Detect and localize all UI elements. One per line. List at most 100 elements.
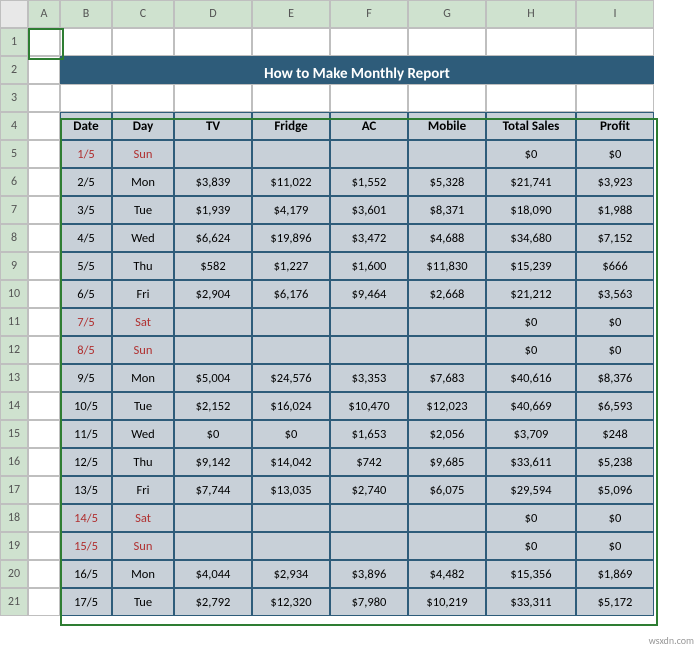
cell-date: 14/5 [60,504,112,532]
row-header-7[interactable]: 7 [0,196,28,224]
cell-total: $29,594 [486,476,576,504]
empty-cell [60,84,112,112]
table-header-date: Date [60,112,112,140]
empty-cell [576,84,654,112]
col-header-I[interactable]: I [576,0,654,28]
cell-total: $3,709 [486,420,576,448]
cell-date: 3/5 [60,196,112,224]
cell-total: $0 [486,308,576,336]
cell-profit: $0 [576,336,654,364]
cell-date: 16/5 [60,560,112,588]
cell-fridge: $4,179 [252,196,330,224]
row-header-20[interactable]: 20 [0,560,28,588]
cell-mobile [408,308,486,336]
cell-ac: $1,653 [330,420,408,448]
cell-tv [174,336,252,364]
cell-ac: $10,470 [330,392,408,420]
cell-mobile: $4,688 [408,224,486,252]
cell-day: Mon [112,560,174,588]
row-header-4[interactable]: 4 [0,112,28,140]
empty-cell [486,28,576,56]
cell-tv: $0 [174,420,252,448]
cell-mobile: $11,830 [408,252,486,280]
row-header-15[interactable]: 15 [0,420,28,448]
watermark-text: wsxdn.com [649,634,694,647]
row-header-6[interactable]: 6 [0,168,28,196]
select-all-corner[interactable] [0,0,28,28]
cell-date: 4/5 [60,224,112,252]
col-header-G[interactable]: G [408,0,486,28]
empty-cell [28,252,60,280]
row-header-3[interactable]: 3 [0,84,28,112]
cell-profit: $3,563 [576,280,654,308]
empty-cell [28,364,60,392]
cell-fridge: $19,896 [252,224,330,252]
row-header-9[interactable]: 9 [0,252,28,280]
row-header-2[interactable]: 2 [0,56,28,84]
cell-day: Thu [112,252,174,280]
cell-mobile: $8,371 [408,196,486,224]
cell-tv: $9,142 [174,448,252,476]
cell-mobile: $10,219 [408,588,486,616]
cell-total: $21,741 [486,168,576,196]
cell-profit: $6,593 [576,392,654,420]
row-header-14[interactable]: 14 [0,392,28,420]
row-header-18[interactable]: 18 [0,504,28,532]
cell-total: $0 [486,504,576,532]
cell-tv [174,308,252,336]
col-header-E[interactable]: E [252,0,330,28]
cell-tv: $6,624 [174,224,252,252]
cell-date: 11/5 [60,420,112,448]
cell-date: 5/5 [60,252,112,280]
cell-date: 9/5 [60,364,112,392]
cell-total: $33,611 [486,448,576,476]
cell-ac [330,532,408,560]
col-header-H[interactable]: H [486,0,576,28]
cell-mobile: $6,075 [408,476,486,504]
cell-fridge: $1,227 [252,252,330,280]
empty-cell [28,532,60,560]
empty-cell [28,476,60,504]
col-header-D[interactable]: D [174,0,252,28]
cell-date: 12/5 [60,448,112,476]
row-header-5[interactable]: 5 [0,140,28,168]
cell-day: Mon [112,364,174,392]
row-header-1[interactable]: 1 [0,28,28,56]
cell-date: 13/5 [60,476,112,504]
col-header-F[interactable]: F [330,0,408,28]
table-header-profit: Profit [576,112,654,140]
row-header-21[interactable]: 21 [0,588,28,616]
cell-total: $0 [486,140,576,168]
cell-fridge: $2,934 [252,560,330,588]
cell-profit: $1,869 [576,560,654,588]
cell-date: 1/5 [60,140,112,168]
empty-cell [28,56,60,84]
cell-mobile: $7,683 [408,364,486,392]
row-header-8[interactable]: 8 [0,224,28,252]
col-header-C[interactable]: C [112,0,174,28]
row-header-12[interactable]: 12 [0,336,28,364]
cell-fridge: $0 [252,420,330,448]
cell-total: $0 [486,336,576,364]
col-header-A[interactable]: A [28,0,60,28]
row-header-10[interactable]: 10 [0,280,28,308]
cell-date: 7/5 [60,308,112,336]
col-header-B[interactable]: B [60,0,112,28]
cell-profit: $8,376 [576,364,654,392]
row-header-17[interactable]: 17 [0,476,28,504]
row-header-11[interactable]: 11 [0,308,28,336]
empty-cell [28,280,60,308]
cell-ac: $1,552 [330,168,408,196]
row-header-19[interactable]: 19 [0,532,28,560]
empty-cell [330,84,408,112]
empty-cell [174,84,252,112]
row-header-16[interactable]: 16 [0,448,28,476]
cell-profit: $5,096 [576,476,654,504]
row-header-13[interactable]: 13 [0,364,28,392]
empty-cell [408,84,486,112]
empty-cell [174,28,252,56]
empty-cell [28,504,60,532]
cell-fridge: $13,035 [252,476,330,504]
cell-fridge: $12,320 [252,588,330,616]
empty-cell [28,168,60,196]
